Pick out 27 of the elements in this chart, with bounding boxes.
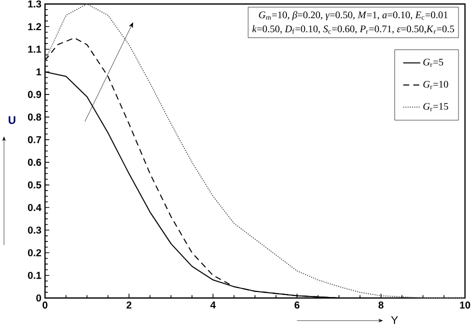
legend-label: G$_{r}$=5 (423, 58, 444, 67)
x-tick-label: 2 (126, 302, 132, 308)
x-axis-title: Y (391, 316, 398, 324)
x-tick-label: 6 (294, 302, 300, 309)
x-tick-label: 0 (42, 302, 48, 309)
y-tick-label: 0.5 (28, 181, 42, 188)
y-tick-label: 0.6 (28, 158, 42, 166)
text: G$_{m}$=10, β=0.20, γ=0.50, M=1, a=0.10, E$_{c}$=0.01 (259, 11, 448, 20)
y-tick-label: 0.2 (28, 249, 42, 256)
text: k=0.50, D$_{f}$=0.10, S$_{c}$=0.60, P$_{r}$=0.71, ε=0.50,K$_{r}$=0.5 (252, 25, 454, 34)
y-tick-label: 1.3 (28, 0, 42, 8)
x-tick-label: 10 (460, 302, 470, 309)
legend-label: G$_{r}$=10 (423, 80, 448, 90)
y-tick-label: 1.1 (28, 46, 42, 53)
y-tick-label: 0 (36, 294, 42, 302)
y-tick-label: 0.3 (28, 226, 42, 234)
y-tick-label: 1 (36, 68, 42, 76)
y-axis-title: U (8, 116, 16, 124)
legend-label: G$_{r}$=15 (423, 103, 448, 112)
y-tick-label: 0.9 (28, 90, 42, 98)
x-tick-label: 8 (378, 302, 384, 309)
y-tick-label: 1.2 (28, 23, 42, 30)
x-tick-label: 4 (210, 302, 216, 308)
y-tick-label: 0.4 (28, 204, 42, 212)
y-tick-label: 0.7 (28, 136, 42, 144)
y-tick-label: 0.8 (28, 114, 42, 121)
y-tick-label: 0.1 (28, 272, 42, 279)
